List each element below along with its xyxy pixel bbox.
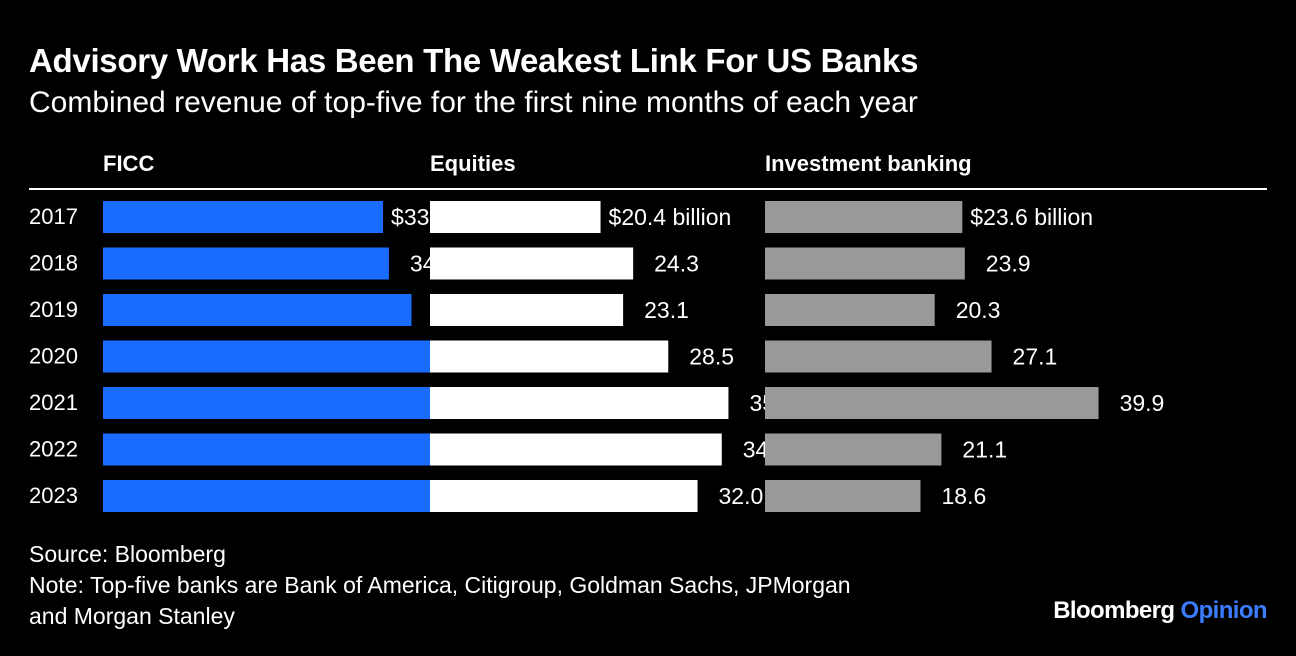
bar-investment-banking — [765, 340, 992, 373]
bar-ficc — [103, 387, 490, 419]
footnote-line-1: Note: Top-five banks are Bank of America… — [29, 572, 851, 598]
brand-section: Opinion — [1180, 597, 1268, 624]
bar-equities — [430, 201, 601, 233]
bar-ficc — [103, 294, 412, 326]
year-label: 2020 — [29, 344, 78, 369]
year-label: 2023 — [29, 483, 78, 508]
data-label: $23.6 billion — [970, 204, 1093, 230]
data-label: 32.0 — [719, 483, 764, 509]
bar-investment-banking — [765, 294, 935, 326]
bar-equities — [430, 480, 698, 512]
year-label: 2021 — [29, 390, 78, 415]
chart-subtitle: Combined revenue of top-five for the fir… — [29, 86, 918, 119]
data-label: 21.1 — [962, 437, 1007, 463]
bar-chart: FICC Equities Investment banking 2017 2018 20… — [29, 151, 1267, 512]
column-header-2: Investment banking — [765, 151, 972, 176]
data-label: 18.6 — [941, 483, 986, 509]
brand-logo: Bloomberg Opinion — [1053, 597, 1267, 625]
data-label: 39.9 — [1120, 390, 1165, 416]
data-label: 27.1 — [1013, 344, 1058, 370]
footnote-line-2: and Morgan Stanley — [29, 603, 235, 629]
chart-title: Advisory Work Has Been The Weakest Link … — [29, 42, 919, 79]
bar-ficc — [103, 247, 389, 280]
bar-ficc — [103, 201, 384, 233]
bar-equities — [430, 247, 634, 280]
year-label: 2019 — [29, 297, 78, 322]
column-header-0: FICC — [103, 151, 154, 176]
bar-equities — [430, 433, 722, 466]
data-label: 23.9 — [986, 251, 1031, 277]
data-label: 24.3 — [654, 251, 699, 277]
year-label: 2017 — [29, 204, 78, 229]
column-header-1: Equities — [430, 151, 516, 176]
bar-equities — [430, 387, 729, 419]
year-label: 2018 — [29, 251, 78, 276]
data-label: 23.1 — [644, 297, 689, 323]
bar-investment-banking — [765, 247, 965, 280]
bar-equities — [430, 294, 624, 326]
bar-investment-banking — [765, 433, 942, 466]
source-note: Source: Bloomberg — [29, 541, 226, 567]
data-label: 28.5 — [689, 344, 734, 370]
data-label: 20.3 — [956, 297, 1001, 323]
brand-name: Bloomberg — [1053, 597, 1175, 624]
year-label: 2022 — [29, 437, 78, 462]
data-label: $20.4 billion — [609, 204, 732, 230]
bar-equities — [430, 340, 669, 373]
bar-investment-banking — [765, 201, 963, 233]
bar-investment-banking — [765, 480, 921, 512]
bar-investment-banking — [765, 387, 1099, 419]
